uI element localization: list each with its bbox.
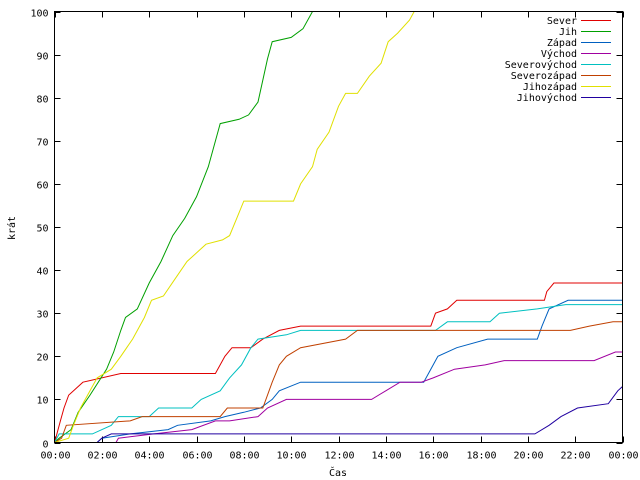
x-tick-label: 06:00 <box>182 451 212 462</box>
series-line-1 <box>54 282 623 443</box>
x-tick-label: 02:00 <box>87 451 117 462</box>
x-tick-label: 04:00 <box>134 451 164 462</box>
legend-label: Jih <box>559 27 577 38</box>
series-line-4 <box>54 351 623 443</box>
legend-label: Jihovýchod <box>517 92 577 104</box>
legend-label: Západ <box>547 37 577 49</box>
y-tick-label: 70 <box>36 138 48 149</box>
x-tick-label: 10:00 <box>276 451 306 462</box>
x-axis-label: Čas <box>329 466 347 479</box>
legend-label: Severovýchod <box>505 59 577 71</box>
y-tick-label: 50 <box>36 224 48 235</box>
legend-label: Jihozápad <box>523 81 577 93</box>
x-tick-label: 08:00 <box>229 451 259 462</box>
series-line-8 <box>54 386 623 443</box>
y-tick-label: 80 <box>36 95 48 106</box>
x-tick-label: 00:00 <box>40 451 70 462</box>
x-tick-label: 12:00 <box>324 451 354 462</box>
series-line-7 <box>54 11 623 443</box>
y-tick-label: 30 <box>36 310 48 321</box>
legend-label: Sever <box>547 16 577 27</box>
y-tick-label: 20 <box>36 353 48 364</box>
x-tick-label: 22:00 <box>560 451 590 462</box>
series-lines <box>54 11 623 443</box>
y-tick-label: 40 <box>36 267 48 278</box>
series-line-5 <box>54 304 623 443</box>
x-tick-label: 00:00 <box>608 451 638 462</box>
legend-label: Severozápad <box>511 70 577 82</box>
x-tick-label: 18:00 <box>466 451 496 462</box>
x-tick-label: 16:00 <box>418 451 448 462</box>
y-tick-label: 90 <box>36 52 48 63</box>
series-line-3 <box>54 291 623 443</box>
series-line-6 <box>54 321 623 443</box>
x-tick-label: 20:00 <box>513 451 543 462</box>
y-tick-label: 60 <box>36 181 48 192</box>
plot-frame <box>54 11 623 443</box>
y-tick-label: 0 <box>42 440 48 451</box>
y-tick-label: 10 <box>36 396 48 407</box>
legend-label: Východ <box>541 48 577 60</box>
x-tick-label: 14:00 <box>371 451 401 462</box>
legend: SeverJihZápadVýchodSeverovýchodSeverozáp… <box>505 16 611 104</box>
axes: 0 10 20 30 40 50 60 70 80 90 100 00:00 02:00 04:00 06:… <box>30 9 638 462</box>
series-line-2 <box>54 11 623 443</box>
y-axis-label: krát <box>6 216 18 240</box>
y-tick-label: 100 <box>30 9 48 20</box>
